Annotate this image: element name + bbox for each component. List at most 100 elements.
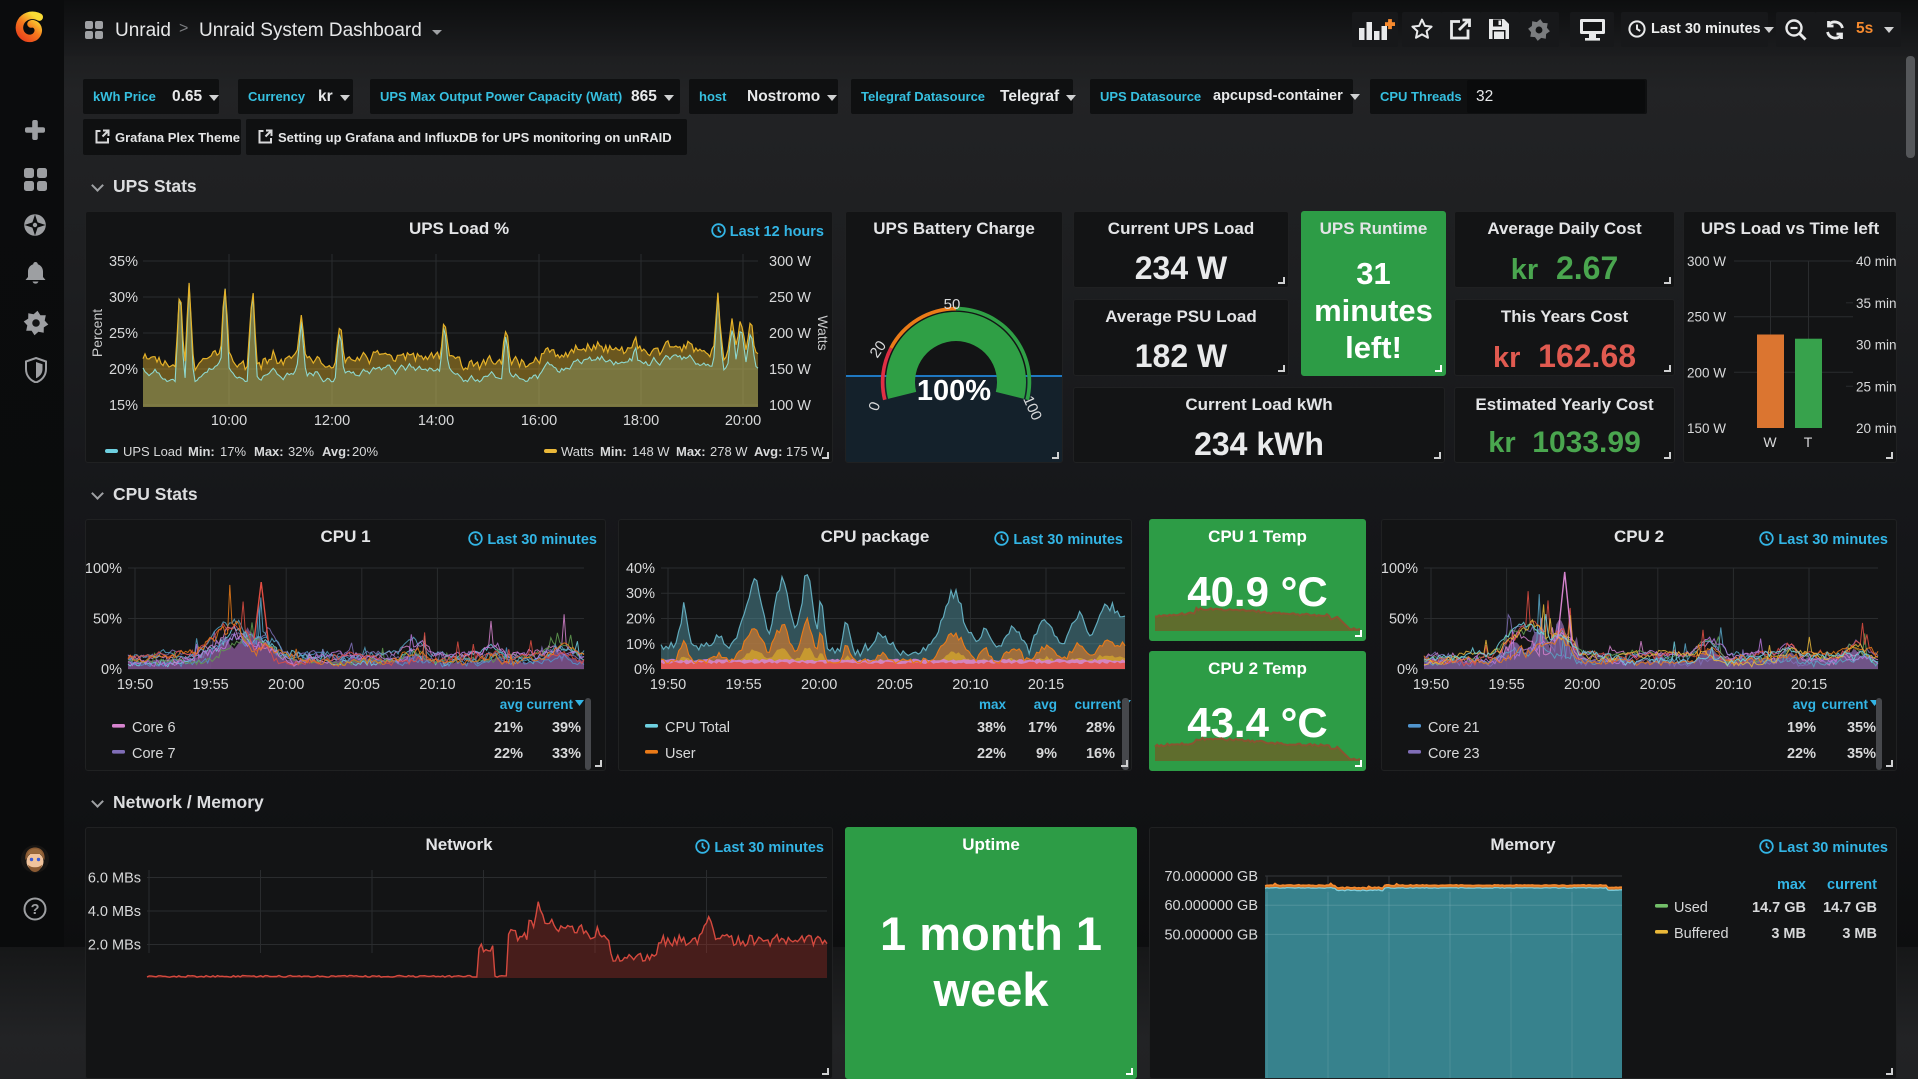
svg-text:40 min: 40 min	[1856, 254, 1897, 269]
svg-text:0: 0	[865, 400, 884, 414]
svg-text:avg: avg	[1793, 697, 1816, 712]
svg-text:4.0 MBs: 4.0 MBs	[88, 904, 141, 920]
svg-text:17%: 17%	[220, 444, 246, 459]
svg-text:50%: 50%	[93, 612, 122, 628]
svg-text:35%: 35%	[109, 254, 138, 270]
svg-text:100%: 100%	[86, 561, 122, 577]
svg-text:32%: 32%	[288, 444, 314, 459]
svg-text:100 W: 100 W	[769, 398, 811, 414]
svg-text:current: current	[1074, 697, 1121, 712]
svg-text:250 W: 250 W	[1687, 310, 1726, 325]
svg-text:3 MB: 3 MB	[1842, 926, 1877, 942]
svg-text:20:00: 20:00	[801, 677, 837, 693]
svg-text:Core 23: Core 23	[1428, 746, 1480, 762]
svg-text:20:05: 20:05	[877, 677, 913, 693]
svg-text:40%: 40%	[626, 561, 655, 577]
svg-text:20 min: 20 min	[1856, 421, 1897, 436]
svg-text:14.7 GB: 14.7 GB	[1823, 900, 1877, 916]
svg-text:Core 7: Core 7	[132, 746, 176, 762]
svg-text:0%: 0%	[634, 662, 655, 678]
svg-text:30%: 30%	[626, 586, 655, 602]
svg-text:Used: Used	[1674, 900, 1708, 916]
svg-text:Buffered: Buffered	[1674, 926, 1729, 942]
svg-text:2.0 MBs: 2.0 MBs	[88, 938, 141, 954]
svg-text:19:55: 19:55	[192, 677, 228, 693]
svg-text:19:55: 19:55	[1488, 677, 1524, 693]
svg-text:20:00: 20:00	[725, 413, 761, 429]
svg-text:148 W: 148 W	[632, 444, 670, 459]
svg-text:21%: 21%	[494, 720, 523, 736]
svg-text:20:10: 20:10	[952, 677, 988, 693]
svg-text:20: 20	[867, 338, 890, 361]
svg-text:175 W: 175 W	[786, 444, 824, 459]
svg-text:20%: 20%	[352, 444, 378, 459]
svg-text:20:10: 20:10	[1715, 677, 1751, 693]
svg-text:20:15: 20:15	[1791, 677, 1827, 693]
svg-text:20:15: 20:15	[495, 677, 531, 693]
svg-text:200 W: 200 W	[1687, 365, 1726, 380]
svg-text:W: W	[1763, 434, 1777, 450]
svg-text:current: current	[1821, 697, 1868, 712]
svg-text:?: ?	[31, 902, 40, 918]
svg-text:17%: 17%	[1028, 720, 1057, 736]
svg-text:38%: 38%	[977, 720, 1006, 736]
svg-text:25 min: 25 min	[1856, 379, 1897, 394]
svg-text:200 W: 200 W	[769, 326, 811, 342]
svg-text:Watts: Watts	[815, 315, 831, 350]
svg-text:current: current	[1827, 877, 1877, 893]
svg-text:22%: 22%	[494, 746, 523, 762]
svg-text:14:00: 14:00	[418, 413, 454, 429]
svg-text:100%: 100%	[917, 375, 991, 407]
svg-text:300 W: 300 W	[769, 254, 811, 270]
svg-text:18:00: 18:00	[623, 413, 659, 429]
svg-text:25%: 25%	[109, 326, 138, 342]
svg-text:20:00: 20:00	[268, 677, 304, 693]
svg-text:12:00: 12:00	[314, 413, 350, 429]
svg-text:30%: 30%	[109, 290, 138, 306]
svg-text:20%: 20%	[109, 362, 138, 378]
svg-text:39%: 39%	[552, 720, 581, 736]
svg-text:current: current	[526, 697, 573, 712]
svg-text:Max:: Max:	[254, 444, 284, 459]
svg-text:35%: 35%	[1847, 720, 1876, 736]
svg-text:30 min: 30 min	[1856, 338, 1897, 353]
svg-text:16%: 16%	[1086, 746, 1115, 762]
svg-text:Min:: Min:	[600, 444, 627, 459]
svg-text:150 W: 150 W	[1687, 421, 1726, 436]
svg-text:22%: 22%	[977, 746, 1006, 762]
svg-text:35 min: 35 min	[1856, 296, 1897, 311]
svg-text:19:50: 19:50	[117, 677, 153, 693]
svg-text:300 W: 300 W	[1687, 254, 1726, 269]
svg-text:Core 6: Core 6	[132, 720, 176, 736]
svg-text:35%: 35%	[1847, 746, 1876, 762]
svg-text:33%: 33%	[552, 746, 581, 762]
svg-text:70.000000 GB: 70.000000 GB	[1164, 869, 1258, 885]
svg-text:20:15: 20:15	[1028, 677, 1064, 693]
svg-text:19:50: 19:50	[650, 677, 686, 693]
svg-text:Avg:: Avg:	[322, 444, 350, 459]
svg-text:22%: 22%	[1787, 746, 1816, 762]
svg-text:avg: avg	[500, 697, 523, 712]
svg-text:50: 50	[944, 296, 961, 313]
svg-text:100%: 100%	[1382, 561, 1418, 577]
svg-text:0%: 0%	[1397, 662, 1418, 678]
svg-text:max: max	[979, 697, 1007, 712]
svg-text:CPU Total: CPU Total	[665, 720, 730, 736]
svg-text:Percent: Percent	[89, 309, 105, 357]
svg-text:15%: 15%	[109, 398, 138, 414]
svg-text:250 W: 250 W	[769, 290, 811, 306]
svg-text:10%: 10%	[626, 637, 655, 653]
svg-text:150 W: 150 W	[769, 362, 811, 378]
svg-text:Watts: Watts	[561, 444, 594, 459]
svg-text:20:10: 20:10	[419, 677, 455, 693]
svg-text:Core 21: Core 21	[1428, 720, 1480, 736]
svg-text:20:05: 20:05	[344, 677, 380, 693]
svg-text:28%: 28%	[1086, 720, 1115, 736]
svg-text:278 W: 278 W	[710, 444, 748, 459]
svg-text:UPS Load: UPS Load	[123, 444, 182, 459]
svg-text:19:55: 19:55	[725, 677, 761, 693]
svg-text:60.000000 GB: 60.000000 GB	[1164, 898, 1258, 914]
svg-text:6.0 MBs: 6.0 MBs	[88, 871, 141, 887]
svg-text:0%: 0%	[101, 662, 122, 678]
svg-text:20%: 20%	[626, 612, 655, 628]
